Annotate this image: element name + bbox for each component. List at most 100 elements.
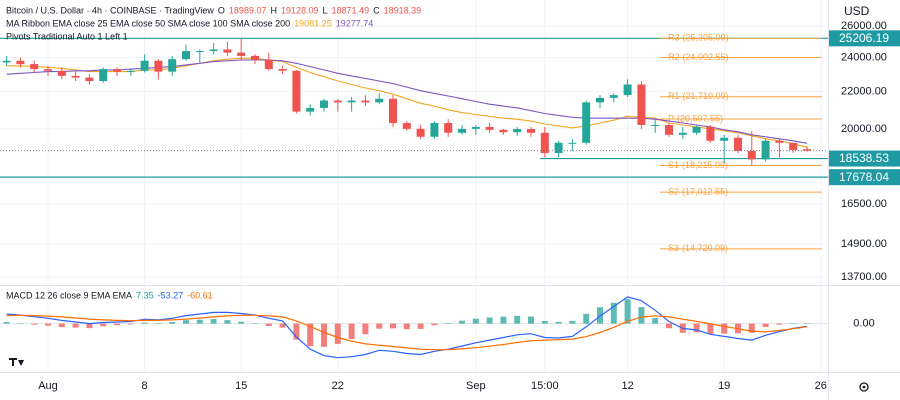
macd-histogram-bar	[721, 323, 728, 334]
macd-histogram-bar	[86, 323, 93, 329]
price-pane: R3 (25,205.09)R2 (24,002.55) R1 (21,710.09) P…	[0, 33, 828, 253]
y-tick-label: 24000.00	[841, 51, 887, 63]
pivot-name: S3	[668, 243, 679, 253]
candle-body	[706, 126, 715, 141]
pivot-label: (20,507.55)	[677, 113, 723, 123]
ohlc-value: 18871.49	[332, 5, 370, 15]
x-tick-label: Sep	[466, 380, 486, 392]
candle-body	[154, 60, 163, 72]
macd-histogram-bar	[707, 323, 714, 334]
macd-histogram-bar	[390, 323, 396, 329]
macd-histogram-bar	[445, 323, 452, 324]
x-tick-label: 26	[815, 380, 827, 392]
x-tick-label: 19	[718, 380, 730, 392]
legend: Bitcoin / U.S. Dollar · 4h · COINBASE · …	[6, 5, 421, 300]
candle-body	[182, 51, 190, 60]
candle-body	[375, 98, 384, 103]
candle-body	[30, 64, 39, 70]
pivot-label: (17,012.55)	[682, 187, 728, 197]
macd-histogram-bar	[610, 302, 617, 324]
candle-body	[140, 60, 149, 71]
candle-body	[513, 129, 522, 133]
y-tick-label: 22000.00	[841, 85, 887, 97]
indicator-value: 19277.74	[336, 18, 374, 28]
indicator-label: MACD 12 26 close 9 EMA EMA	[6, 290, 132, 300]
y-tick-label: 26000.00	[841, 20, 887, 32]
macd-histogram-bar	[376, 323, 383, 329]
macd-histogram-bar	[472, 318, 479, 324]
indicator-label: Pivots Traditional Auto 1 Left 1	[6, 31, 128, 41]
pivot-name: S1	[668, 160, 679, 170]
candle-body	[458, 128, 466, 133]
candle-body	[609, 95, 618, 98]
price-tag	[829, 30, 900, 47]
y-tick-label: 14900.00	[841, 238, 887, 250]
currency[interactable]: USD	[844, 4, 870, 18]
settings-icon[interactable]	[859, 382, 869, 392]
pivot-name: R1	[668, 91, 680, 101]
candle-body	[554, 142, 563, 154]
candle-body	[195, 51, 204, 53]
candle-body	[720, 137, 729, 141]
candle-body	[416, 128, 425, 137]
candle-body	[651, 124, 660, 126]
candle-body	[251, 55, 259, 60]
candle-body	[582, 102, 591, 143]
candle-body	[734, 137, 742, 152]
pivot-label: (25,205.09)	[683, 33, 729, 43]
ohlc-value: 19128.09	[281, 5, 319, 15]
macd-histogram-bar	[403, 323, 410, 330]
macd-histogram-bar	[58, 323, 65, 328]
price-tag-label: 18538.53	[839, 151, 889, 165]
macd-histogram-bar	[279, 323, 286, 328]
ohlc-value: 18918.39	[384, 5, 422, 15]
candle-body	[347, 100, 356, 103]
ohlc-key: O	[218, 5, 225, 15]
y-tick-label: 13700.00	[841, 271, 887, 283]
indicator-value: 7.35	[136, 290, 154, 300]
candle-body	[527, 129, 535, 133]
candle-body	[568, 142, 577, 144]
candle-body	[237, 52, 246, 56]
y-tick-label: 20000.00	[841, 123, 887, 135]
macd-histogram-bar	[569, 320, 576, 324]
macd-histogram-bar	[652, 318, 659, 324]
macd-histogram-bar	[638, 307, 645, 324]
indicator-label: MA Ribbon EMA close 25 EMA close 50 SMA …	[6, 18, 290, 28]
tv-logo	[9, 358, 24, 366]
candle-body	[499, 129, 508, 133]
candle-body	[113, 69, 121, 72]
macd-histogram-bar	[348, 323, 355, 340]
ohlc-key: C	[373, 5, 380, 15]
candle-body	[223, 49, 232, 53]
x-tick-label: 15	[235, 380, 247, 392]
signal-line	[6, 314, 808, 351]
candle-body	[389, 98, 397, 124]
ohlc-key: L	[323, 5, 328, 15]
pivot-label: (21,710.09)	[683, 91, 729, 101]
candle-body	[57, 70, 66, 76]
candle-body	[665, 124, 673, 135]
candle-body	[126, 70, 135, 72]
macd-histogram-bar	[141, 322, 148, 324]
candle-body	[16, 60, 25, 65]
macd-histogram-bar	[293, 323, 300, 340]
macd-histogram-bar	[528, 316, 534, 324]
macd-histogram-bar	[196, 319, 203, 324]
price-tag	[829, 169, 900, 186]
candle-body	[168, 59, 177, 72]
macd-histogram-bar	[486, 317, 493, 324]
candle-body	[540, 132, 549, 154]
macd-histogram-bar	[459, 320, 465, 324]
candle-body	[775, 140, 784, 143]
macd-pane	[0, 296, 828, 359]
macd-histogram-bar	[762, 323, 769, 328]
indicator-value: 19081.25	[294, 18, 332, 28]
pivot-name: P	[668, 113, 674, 123]
macd-histogram-bar	[431, 323, 438, 326]
macd-histogram-bar	[265, 323, 272, 326]
indicator-value: -60.61	[187, 290, 213, 300]
title: Bitcoin / U.S. Dollar · 4h · COINBASE · …	[6, 5, 214, 15]
